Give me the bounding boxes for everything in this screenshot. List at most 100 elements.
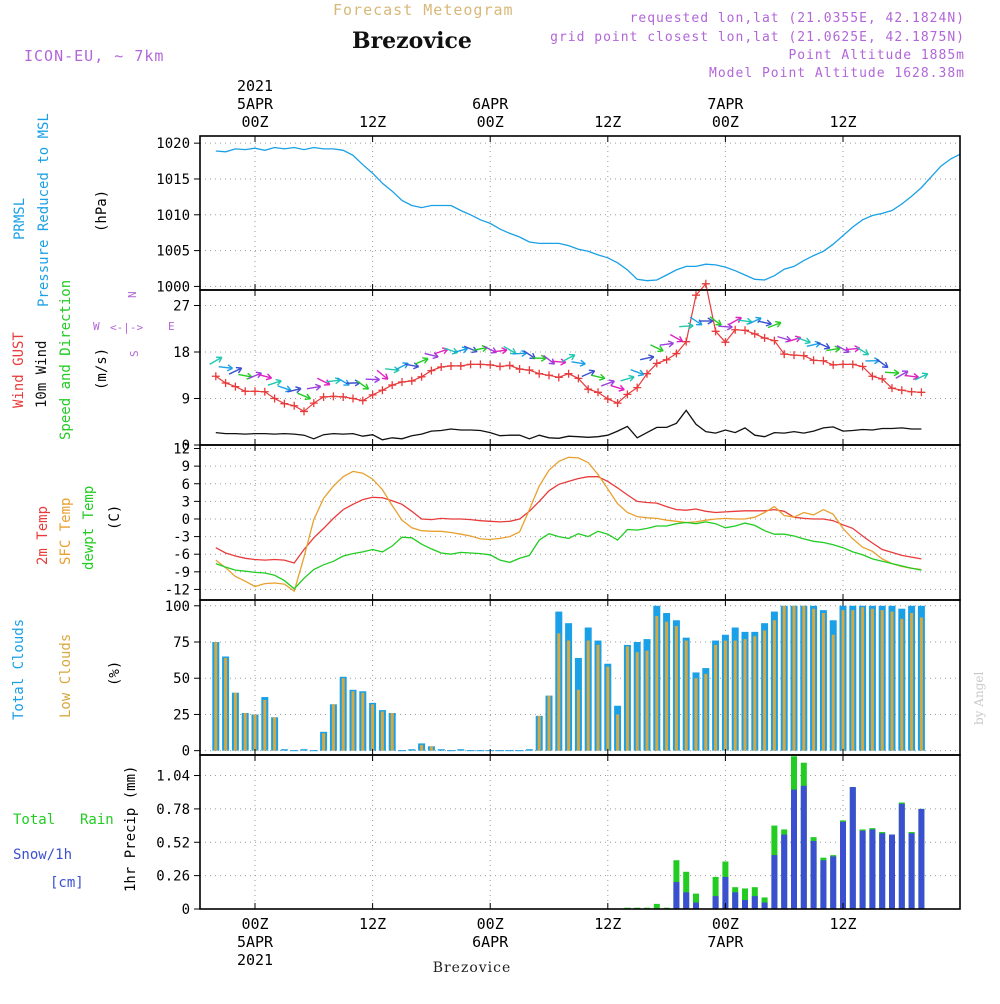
gust-point	[780, 350, 788, 358]
top-time-label: 6APR	[472, 95, 509, 113]
low-cloud-bar	[577, 690, 580, 751]
low-cloud-bar	[832, 635, 835, 751]
wind-ytick-label: 27	[173, 299, 190, 315]
temp-ytick-label: 9	[182, 459, 190, 475]
gust-point	[212, 372, 220, 380]
low-cloud-bar	[675, 626, 678, 751]
pressure-label-prmsl: PRMSL	[12, 198, 28, 240]
gust-point	[457, 362, 465, 370]
gust-point	[271, 395, 279, 403]
precip-panel: 1.040.780.520.260	[156, 755, 960, 918]
pressure-frame	[200, 136, 960, 290]
gust-point	[349, 395, 357, 403]
info-point-altitude: Point Altitude 1885m	[788, 48, 965, 63]
low-cloud-bar	[626, 646, 629, 750]
wind-direction-arrow	[679, 323, 693, 330]
cloud-ytick-label: 75	[173, 635, 190, 651]
wind-direction-arrow	[620, 374, 635, 384]
low-cloud-bar	[332, 704, 335, 750]
compass-e: E	[168, 320, 175, 333]
temp-series-1	[216, 457, 922, 591]
side-labels: PRMSL Pressure Reduced to MSL (hPa) Wind…	[11, 113, 175, 892]
low-cloud-bar	[538, 716, 541, 751]
gust-point	[633, 384, 641, 392]
low-cloud-bar	[597, 645, 600, 751]
wind-ytick-label: 18	[173, 345, 190, 361]
low-cloud-bar	[773, 620, 776, 750]
low-cloud-bar	[871, 609, 874, 751]
low-cloud-bar	[734, 641, 737, 751]
cloud-label-total: Total Clouds	[11, 619, 27, 720]
compass-rose: N E S W <-|->	[93, 291, 175, 357]
cloud-ytick-label: 25	[173, 707, 190, 723]
precip-ytick-label: 1.04	[156, 769, 190, 785]
low-cloud-bar	[891, 612, 894, 751]
top-time-label: 12Z	[829, 113, 856, 131]
bottom-time-label: 5APR	[237, 933, 274, 951]
low-cloud-bar	[391, 713, 394, 751]
temp-ytick-label: -3	[173, 530, 190, 546]
gust-point	[388, 381, 396, 389]
low-cloud-bar	[802, 606, 805, 751]
snow-bar	[781, 835, 787, 909]
pressure-marks	[216, 148, 961, 281]
wind-direction-arrow	[777, 334, 792, 344]
snow-bar	[869, 829, 875, 909]
low-cloud-bar	[783, 606, 786, 751]
gust-point	[339, 393, 347, 401]
low-cloud-bar	[616, 714, 619, 750]
gust-point	[545, 371, 553, 379]
model-label: ICON-EU, ~ 7km	[24, 47, 164, 65]
low-cloud-bar	[655, 616, 658, 751]
gust-point	[839, 360, 847, 368]
temp-label-2m: 2m Temp	[35, 506, 51, 565]
gust-point	[741, 326, 749, 334]
wind-direction-arrow	[649, 342, 664, 353]
gust-point	[790, 351, 798, 359]
gust-point	[222, 379, 230, 387]
snow-bar	[801, 786, 807, 909]
total-cloud-bar	[526, 749, 533, 750]
credit: by Angel	[972, 672, 986, 725]
low-cloud-bar	[371, 704, 374, 750]
gust-point	[280, 400, 288, 408]
snow-bar	[693, 903, 699, 909]
low-cloud-bar	[910, 613, 913, 751]
low-cloud-bar	[851, 610, 854, 751]
wind-direction-arrow	[296, 390, 311, 401]
low-cloud-bar	[214, 642, 217, 751]
wind-direction-arrow	[885, 369, 899, 376]
top-time-label: 5APR	[237, 95, 274, 113]
snow-bar	[752, 896, 758, 909]
snow-bar	[732, 892, 738, 909]
temp-ytick-label: 0	[182, 512, 190, 528]
precip-ytick-label: 0.26	[156, 869, 190, 885]
gust-point	[565, 370, 573, 378]
pressure-ytick-label: 1020	[156, 136, 190, 152]
low-cloud-bar	[646, 651, 649, 751]
bottom-time-label: 00Z	[712, 915, 739, 933]
gust-point	[849, 360, 857, 368]
bottom-time-label: 12Z	[829, 915, 856, 933]
low-cloud-bar	[822, 613, 825, 751]
low-cloud-bar	[900, 619, 903, 751]
top-time-label: 12Z	[359, 113, 386, 131]
top-time-label: 12Z	[594, 113, 621, 131]
wind-unit: (m/s)	[94, 348, 110, 390]
low-cloud-bar	[273, 717, 276, 750]
low-cloud-bar	[342, 678, 345, 750]
gust-point	[486, 361, 494, 369]
low-cloud-bar	[842, 610, 845, 751]
snow-bar	[762, 903, 768, 909]
gust-point	[506, 361, 514, 369]
low-cloud-bar	[587, 641, 590, 751]
temp-ytick-label: -6	[173, 547, 190, 563]
low-cloud-bar	[381, 712, 384, 751]
snow-bar	[889, 835, 895, 909]
pressure-series-0	[216, 148, 961, 281]
temp-frame	[200, 445, 960, 600]
